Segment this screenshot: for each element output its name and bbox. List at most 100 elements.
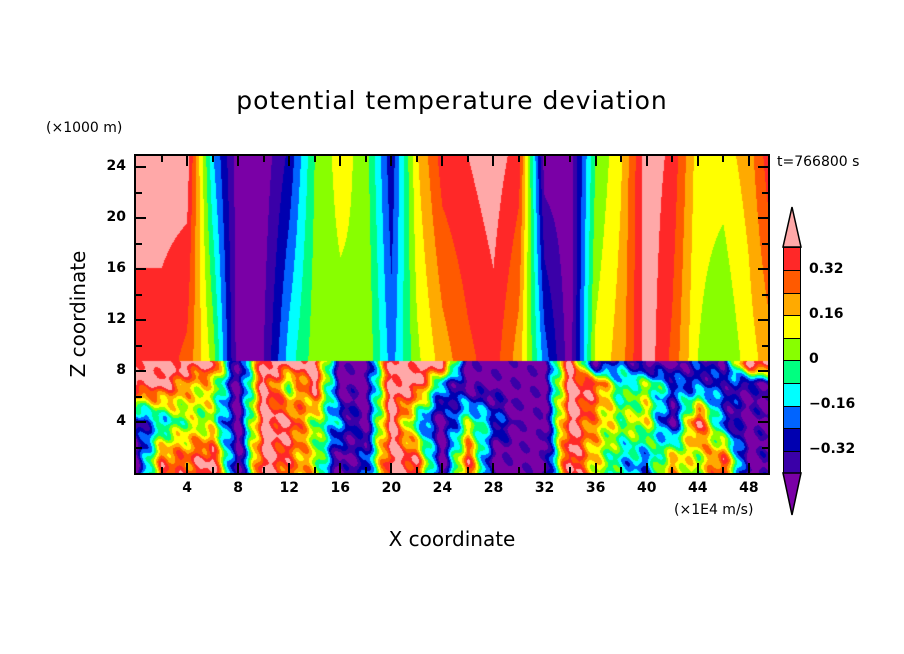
x-tick [747,156,750,166]
y-axis-unit: (×1000 m) [46,120,123,136]
x-tick [518,156,521,162]
x-tick [466,156,469,162]
y-tick [758,268,768,271]
y-tick [136,446,142,449]
y-tick [762,242,768,245]
x-tick [441,156,444,166]
x-tick [518,467,521,473]
plot-frame [134,154,770,475]
colorbar-box [783,360,801,385]
x-tick [262,467,265,473]
x-tick [237,156,240,166]
x-axis-unit: (×1E4 m/s) [674,502,754,518]
x-tick [696,156,699,166]
y-tick [762,446,768,449]
colorbar-box [783,337,801,362]
colorbar-box [783,427,801,452]
x-tick [594,156,597,166]
colorbar-box [783,247,801,272]
y-tick [758,166,768,169]
y-tick-label: 16 [106,260,126,277]
x-tick [339,156,342,166]
x-tick [237,463,240,473]
x-tick-label: 44 [688,480,708,496]
y-tick [762,395,768,398]
x-tick [696,463,699,473]
contour-field [136,156,768,473]
x-tick [594,463,597,473]
x-tick-label: 36 [585,480,606,496]
x-tick [211,156,214,162]
y-tick [136,421,146,424]
colorbar-label: 0.16 [809,305,844,322]
x-tick [543,156,546,166]
x-tick [390,156,393,166]
colorbar-label: 0 [809,351,819,367]
x-tick [645,463,648,473]
x-tick-label: 40 [636,480,657,496]
y-tick-label: 24 [106,158,126,175]
y-tick [758,370,768,373]
y-tick-label: 8 [116,362,126,379]
colorbar-label: 0.32 [809,260,844,277]
y-tick [762,191,768,194]
y-tick [136,166,146,169]
y-tick [136,217,146,220]
x-tick [186,156,189,166]
x-tick [364,156,367,162]
x-tick-label: 8 [233,480,244,496]
x-tick [492,156,495,166]
x-tick [160,467,163,473]
x-tick [620,467,623,473]
y-tick [136,191,142,194]
x-tick [160,156,163,162]
x-tick [288,156,291,166]
x-tick [186,463,189,473]
y-axis-label: Z coordinate [66,250,90,378]
colorbar-box [783,405,801,430]
x-tick [313,467,316,473]
colorbar-box [783,450,801,475]
x-tick-label: 48 [739,480,759,496]
x-tick-label: 24 [432,480,453,496]
y-tick [136,268,146,271]
colorbar-box [783,269,801,294]
colorbar-box [783,314,801,339]
colorbar-box [783,292,801,317]
y-tick [762,293,768,296]
x-tick-label: 28 [483,480,504,496]
x-tick [543,463,546,473]
colorbar-box [783,382,801,407]
y-tick [136,344,142,347]
time-annotation: t=766800 s [777,154,860,170]
colorbar-label: −0.16 [809,396,856,413]
x-tick [415,467,418,473]
y-tick-label: 12 [106,311,126,328]
x-axis-label: X coordinate [388,527,516,551]
x-tick [390,463,393,473]
x-tick [364,467,367,473]
y-tick [758,421,768,424]
plot-area [136,156,768,473]
y-tick [762,344,768,347]
x-tick [339,463,342,473]
x-tick [466,467,469,473]
colorbar-lower-extension [782,472,802,516]
x-tick [262,156,265,162]
y-tick-label: 4 [116,413,126,430]
y-tick [758,217,768,220]
x-tick [722,156,725,162]
x-tick-label: 16 [330,480,351,496]
y-tick [136,242,142,245]
x-tick [569,467,572,473]
x-tick [415,156,418,162]
x-tick [569,156,572,162]
y-tick [136,293,142,296]
y-tick [136,319,146,322]
x-tick [747,463,750,473]
x-tick [645,156,648,166]
x-tick [211,467,214,473]
colorbar-upper-extension [782,206,802,248]
x-tick [671,156,674,162]
